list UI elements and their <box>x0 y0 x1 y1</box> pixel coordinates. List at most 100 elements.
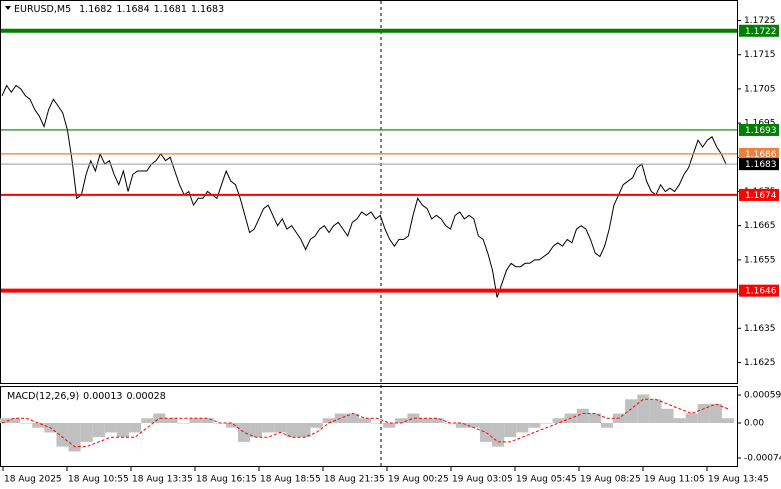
macd-bar <box>250 422 263 438</box>
macd-bar <box>504 422 517 438</box>
y-tick-label: 1.1665 <box>744 221 776 231</box>
y-tick-label: 0.00 <box>744 418 764 428</box>
y-tick-label: 0.00059 <box>744 391 781 401</box>
macd-bar <box>709 404 722 423</box>
macd-bar <box>588 413 601 423</box>
ohlc-value: 1.1684 <box>116 4 149 15</box>
macd-bar <box>32 422 45 428</box>
macd-bar <box>721 418 735 423</box>
macd-bar <box>528 422 541 428</box>
level-label: 1.1693 <box>745 126 777 136</box>
level-label-box <box>739 147 779 160</box>
level-label: 1.1686 <box>745 150 777 160</box>
level-label-box <box>739 188 779 201</box>
macd-title: MACD(12,26,9) <box>7 391 79 402</box>
macd-bar <box>262 422 275 433</box>
menu-arrow <box>5 6 11 10</box>
macd-bar <box>153 413 166 423</box>
macd-bar <box>104 422 117 433</box>
ohlc-value: 1.1681 <box>154 4 187 15</box>
macd-value: 0.00013 <box>83 391 122 402</box>
macd-bar <box>92 422 105 438</box>
macd-bar <box>576 408 589 423</box>
macd-bar <box>395 418 408 423</box>
level-label-box <box>739 24 779 37</box>
macd-bar <box>298 422 311 438</box>
macd-bar <box>685 413 698 423</box>
macd-bar <box>540 422 553 424</box>
macd-bar <box>697 404 710 423</box>
macd-bar <box>479 422 493 442</box>
chart-header: EURUSD,M5 1.1682 1.1684 1.1681 1.1683 <box>14 4 224 15</box>
macd-bar <box>80 422 93 442</box>
y-tick-label: 1.1695 <box>744 119 776 129</box>
x-tick-label: 19 Aug 05:45 <box>516 475 577 485</box>
level-label: 1.1683 <box>745 160 777 170</box>
macd-bar <box>600 422 614 428</box>
macd-bar <box>20 422 33 424</box>
signal-line <box>1 398 729 448</box>
macd-bar <box>0 418 9 423</box>
macd-bar <box>383 422 396 428</box>
macd-bar <box>286 422 299 438</box>
y-tick-label: 1.1655 <box>744 255 776 265</box>
macd-bar <box>625 399 638 423</box>
y-tick-label: -0.00074 <box>744 454 781 464</box>
macd-bar <box>237 422 251 442</box>
macd-bar <box>516 422 529 433</box>
y-tick-label: 1.1715 <box>744 50 776 60</box>
macd-bar <box>455 422 468 428</box>
macd-bar <box>165 418 178 423</box>
ohlc-value: 1.1683 <box>191 4 224 15</box>
macd-bar <box>177 422 190 424</box>
macd-bar <box>431 418 444 423</box>
macd-bar <box>649 399 662 423</box>
macd-bar <box>129 422 142 433</box>
x-tick-label: 19 Aug 00:25 <box>388 475 449 485</box>
macd-bar <box>56 422 69 447</box>
macd-bar <box>371 422 384 424</box>
level-label: 1.1646 <box>745 287 777 297</box>
symbol: EURUSD,M5 <box>14 4 71 15</box>
macd-bar <box>68 422 81 452</box>
x-tick-label: 19 Aug 03:05 <box>452 475 513 485</box>
macd-bar <box>467 422 480 428</box>
x-tick-label: 18 Aug 10:55 <box>68 475 129 485</box>
macd-bar <box>8 418 21 423</box>
x-tick-label: 18 Aug 16:15 <box>196 475 257 485</box>
macd-bar <box>637 394 650 423</box>
x-tick-label: 19 Aug 13:45 <box>708 475 769 485</box>
macd-bar <box>346 413 359 423</box>
macd-bar <box>661 408 674 423</box>
macd-bar <box>201 418 214 423</box>
level-label-box <box>739 123 779 136</box>
macd-bar <box>189 418 202 423</box>
macd-bar <box>358 418 372 423</box>
x-tick-label: 18 Aug 18:55 <box>260 475 321 485</box>
macd-bar <box>419 418 432 423</box>
macd-bar <box>225 422 238 428</box>
macd-bar <box>334 413 347 423</box>
level-label: 1.1674 <box>745 191 777 201</box>
macd-bar <box>322 418 335 423</box>
macd-bar <box>407 413 420 423</box>
macd-bar <box>492 422 505 447</box>
macd-bar <box>673 418 686 423</box>
x-tick-label: 19 Aug 11:05 <box>644 475 705 485</box>
level-label: 1.1722 <box>745 27 777 37</box>
macd-bar <box>274 422 287 433</box>
macd-bar <box>310 422 323 428</box>
x-tick-label: 19 Aug 08:25 <box>580 475 641 485</box>
x-tick-label: 18 Aug 13:35 <box>132 475 193 485</box>
macd-value: 0.00028 <box>126 391 165 402</box>
y-tick-label: 1.1635 <box>744 324 776 334</box>
x-tick-label: 18 Aug 21:35 <box>324 475 385 485</box>
x-tick-label: 18 Aug 2025 <box>4 475 62 485</box>
macd-header: MACD(12,26,9) 0.00013 0.00028 <box>7 391 166 402</box>
price-panel <box>0 0 738 384</box>
ohlc-value: 1.1682 <box>79 4 112 15</box>
level-label-box <box>739 158 779 171</box>
y-tick-label: 1.1725 <box>744 16 776 26</box>
